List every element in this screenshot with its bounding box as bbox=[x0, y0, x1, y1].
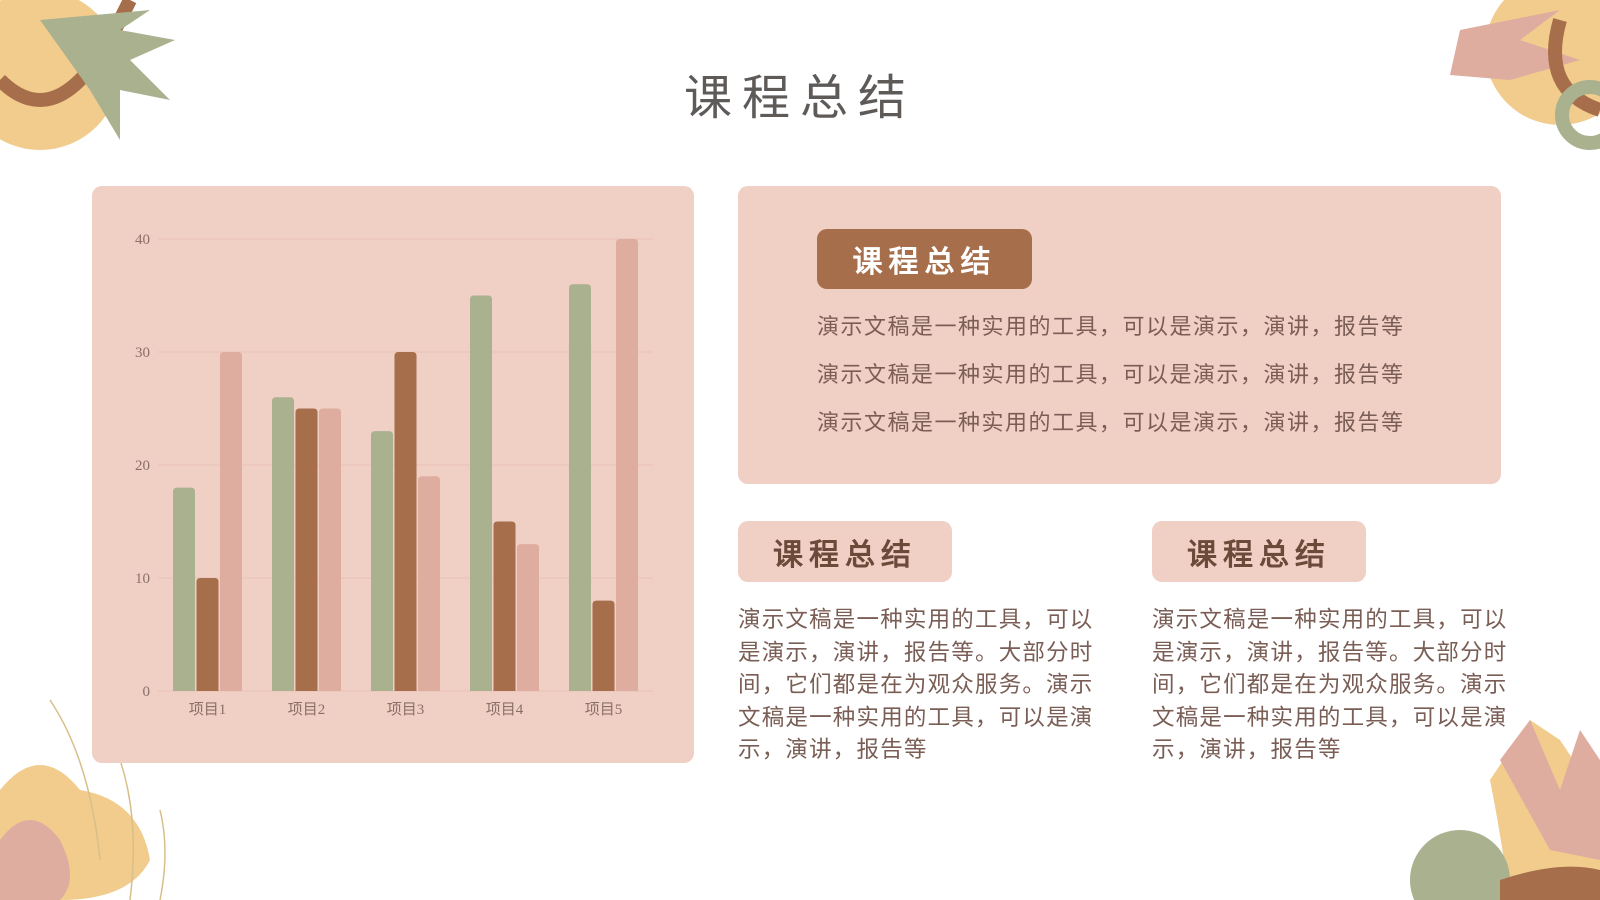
y-tick-label: 30 bbox=[135, 345, 150, 361]
bar bbox=[418, 476, 440, 691]
panel-line: 演示文稿是一种实用的工具，可以是演示，演讲，报告等 bbox=[817, 410, 1405, 435]
bar bbox=[220, 352, 242, 691]
bar bbox=[394, 352, 417, 691]
panel-text: 演示文稿是一种实用的工具，可以是演示，演讲，报告等。大部分时间，它们都是在为观众… bbox=[1152, 607, 1508, 763]
x-tick-label: 项目4 bbox=[486, 701, 524, 718]
bar bbox=[470, 295, 492, 691]
bar bbox=[272, 397, 294, 691]
y-tick-label: 40 bbox=[135, 232, 150, 248]
x-tick-label: 项目1 bbox=[189, 701, 227, 718]
page-title: 课程总结 bbox=[683, 72, 916, 125]
y-tick-label: 0 bbox=[143, 684, 151, 700]
bar bbox=[616, 239, 638, 691]
bar bbox=[592, 600, 615, 691]
panel-line: 演示文稿是一种实用的工具，可以是演示，演讲，报告等 bbox=[817, 314, 1405, 339]
bar bbox=[569, 284, 591, 691]
x-tick-label: 项目3 bbox=[387, 701, 425, 718]
x-tick-label: 项目2 bbox=[288, 701, 326, 718]
panel-line: 演示文稿是一种实用的工具，可以是演示，演讲，报告等 bbox=[817, 362, 1405, 387]
panel-heading: 课程总结 bbox=[738, 521, 952, 582]
bar bbox=[295, 408, 318, 691]
bar bbox=[173, 487, 195, 691]
bar bbox=[371, 431, 393, 691]
panel-heading: 课程总结 bbox=[1152, 521, 1366, 582]
x-tick-label: 项目5 bbox=[585, 701, 623, 718]
bar bbox=[493, 521, 516, 691]
bar bbox=[319, 408, 341, 691]
bar bbox=[517, 544, 539, 691]
bar bbox=[196, 578, 219, 691]
panel-text: 演示文稿是一种实用的工具，可以是演示，演讲，报告等。大部分时间，它们都是在为观众… bbox=[738, 607, 1094, 763]
y-tick-label: 20 bbox=[135, 458, 150, 474]
y-tick-label: 10 bbox=[135, 571, 150, 587]
panel-heading: 课程总结 bbox=[817, 229, 1032, 289]
